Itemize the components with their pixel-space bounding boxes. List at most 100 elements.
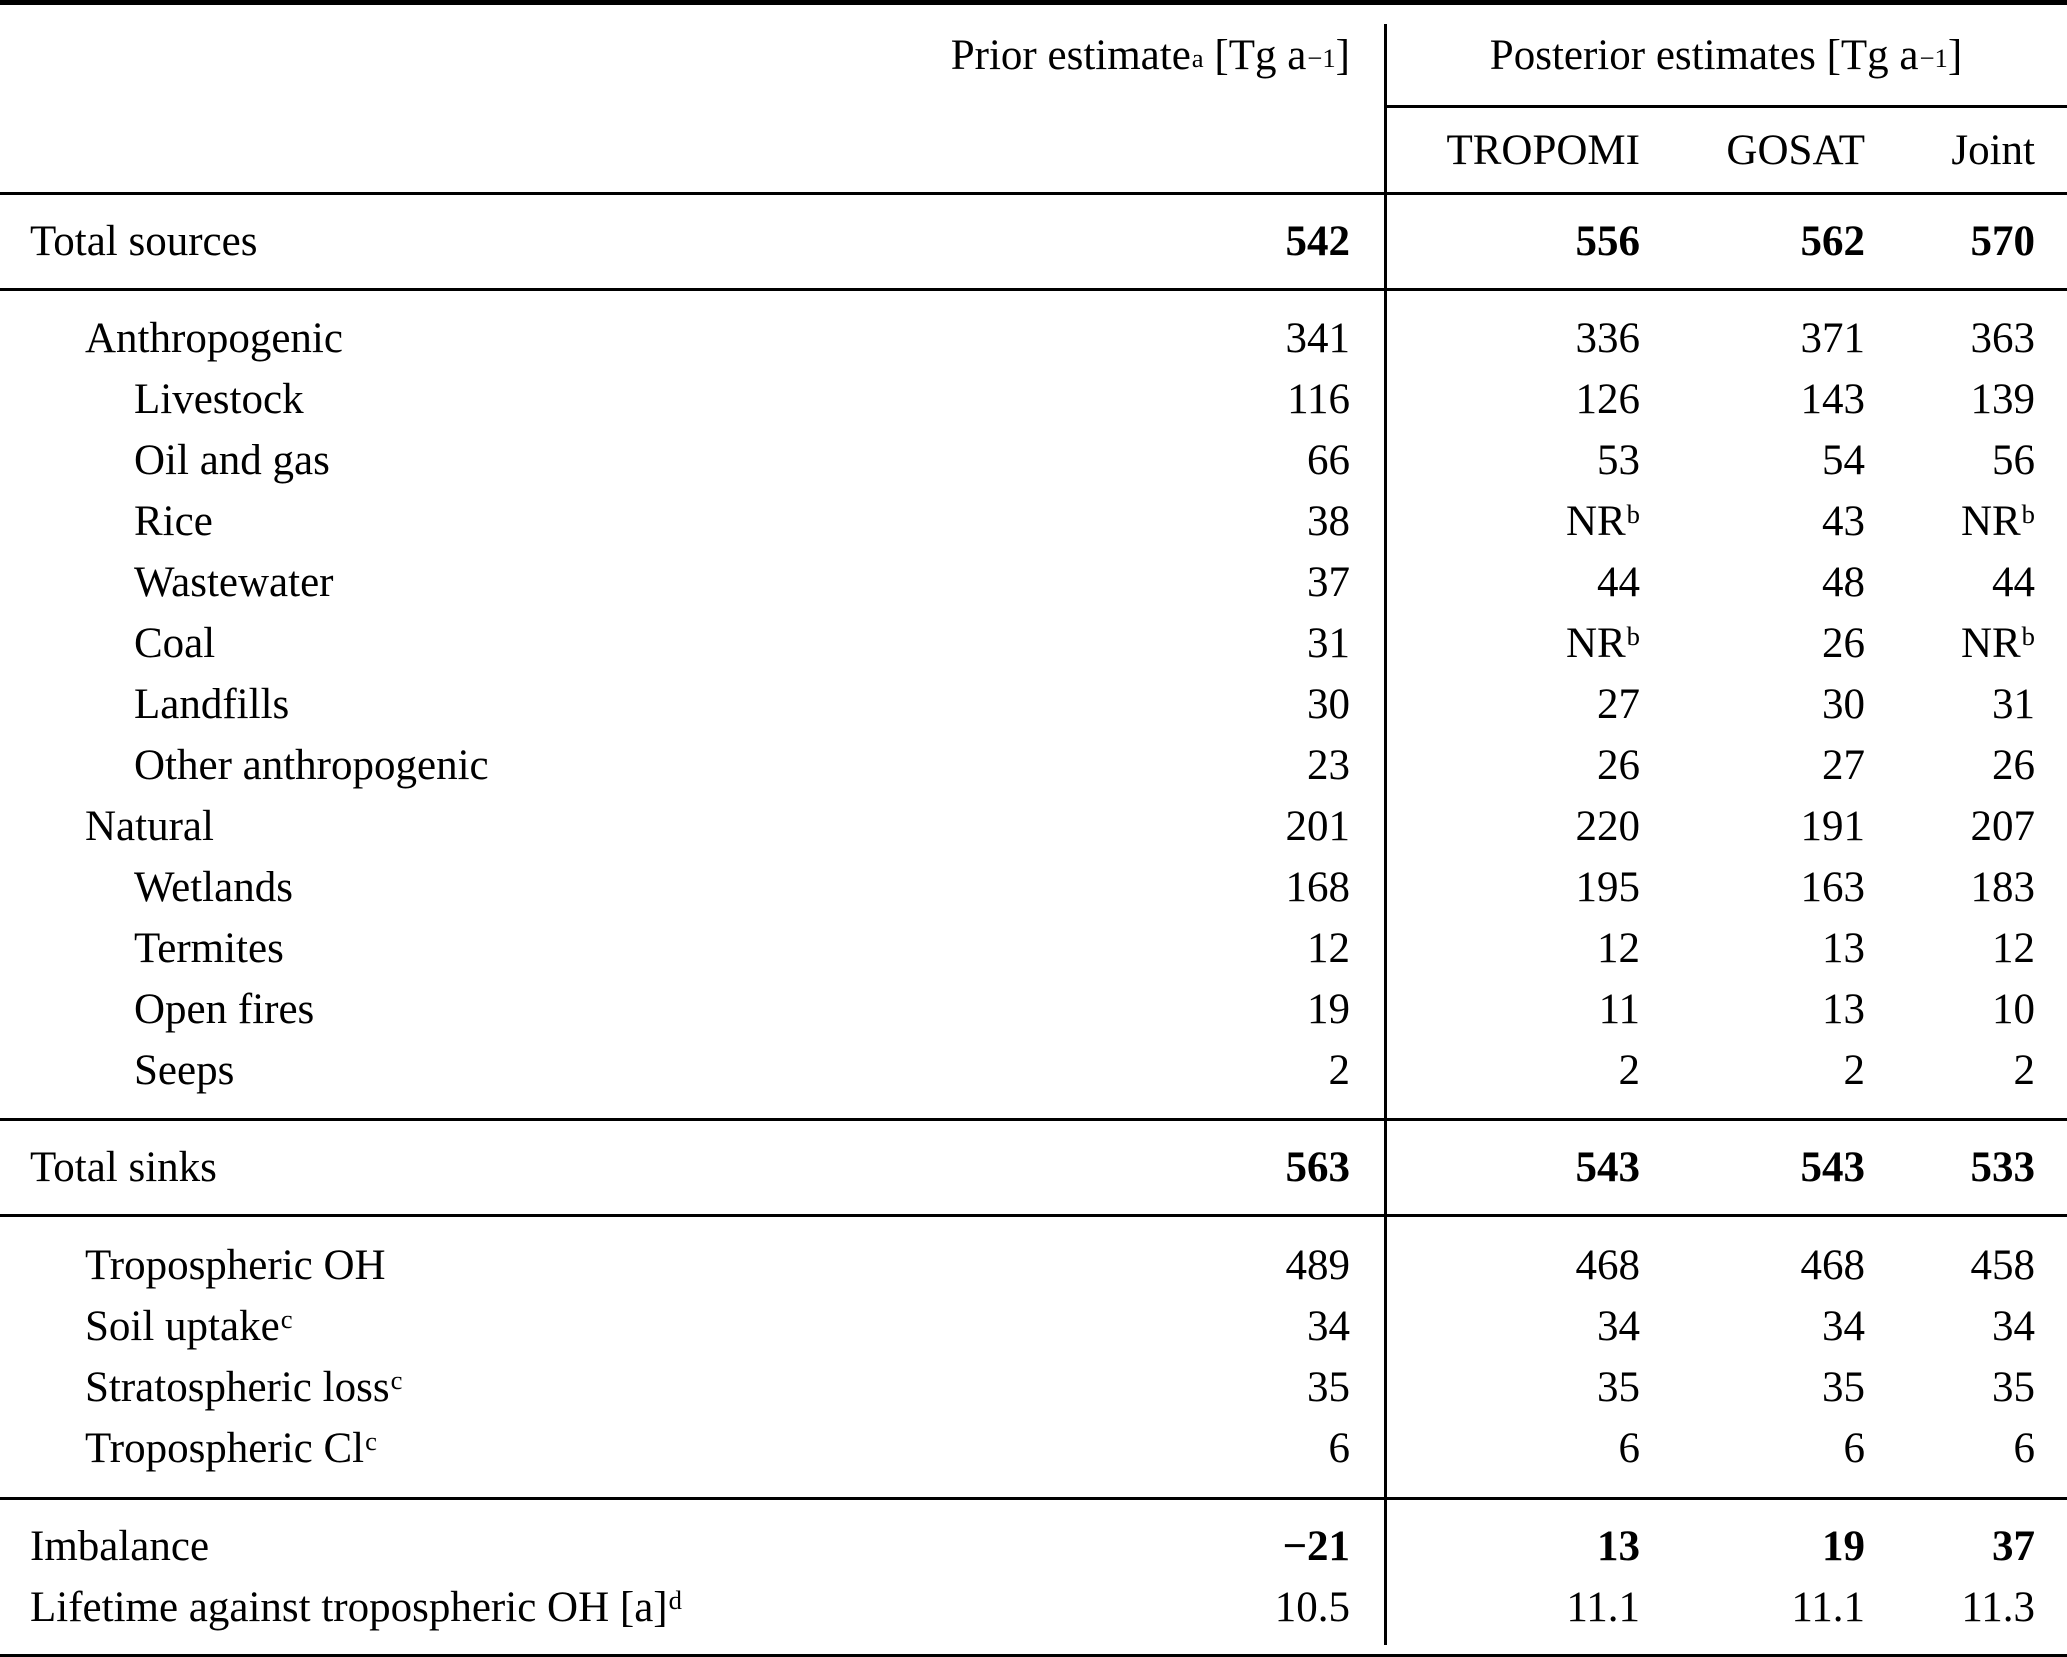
table-row: Open fires 19 11 13 10 xyxy=(0,979,2067,1040)
cell-joint: 12 xyxy=(1992,925,2035,972)
cell-joint: 34 xyxy=(1992,1303,2035,1350)
cell-prior: 2 xyxy=(1328,1047,1351,1094)
cell-gosat: 468 xyxy=(1800,1242,1866,1289)
cell-gosat: 543 xyxy=(1800,1144,1866,1191)
table-row: Lifetime against tropospheric OH [a]d 10… xyxy=(0,1577,2067,1638)
column-header-gosat: GOSAT xyxy=(1726,126,1865,174)
horizontal-rule xyxy=(0,1497,2067,1500)
cell-prior: 31 xyxy=(1307,620,1350,667)
row-label: Open fires xyxy=(134,986,315,1033)
row-label: Total sources xyxy=(30,218,258,265)
column-header-joint: Joint xyxy=(1951,126,2035,174)
cell-gosat: 26 xyxy=(1822,620,1865,667)
cell-gosat: 2 xyxy=(1843,1047,1866,1094)
cell-gosat: 48 xyxy=(1822,559,1865,606)
row-label: Oil and gas xyxy=(134,437,330,484)
row-label: Lifetime against tropospheric OH [a]d xyxy=(30,1584,682,1631)
row-label: Rice xyxy=(134,498,213,545)
table-row: Imbalance −21 13 19 37 xyxy=(0,1516,2067,1577)
cell-gosat: 13 xyxy=(1822,925,1865,972)
table-row: Livestock 116 126 143 139 xyxy=(0,369,2067,430)
cell-gosat: 371 xyxy=(1800,315,1866,362)
cell-tropomi: 2 xyxy=(1618,1047,1641,1094)
table-row: Wastewater 37 44 48 44 xyxy=(0,552,2067,613)
cell-prior: 35 xyxy=(1307,1364,1350,1411)
row-label: Soil uptakec xyxy=(85,1303,293,1350)
cell-gosat: 11.1 xyxy=(1791,1584,1865,1631)
row-label: Wastewater xyxy=(134,559,334,606)
cell-joint: 44 xyxy=(1992,559,2035,606)
cell-tropomi: 11 xyxy=(1598,986,1640,1033)
posterior-subheader-row: TROPOMI GOSAT Joint xyxy=(1385,105,2067,192)
cell-joint: 183 xyxy=(1970,864,2036,911)
column-divider-line xyxy=(1384,24,1387,1645)
cell-gosat: 6 xyxy=(1843,1425,1866,1472)
row-label: Termites xyxy=(134,925,284,972)
cell-gosat: 13 xyxy=(1822,986,1865,1033)
row-label: Livestock xyxy=(134,376,304,423)
posterior-header-block: Posterior estimates [Tg a −1] TROPOMI GOS… xyxy=(1385,5,2067,192)
cell-joint: NRb xyxy=(1960,620,2035,667)
column-header-tropomi: TROPOMI xyxy=(1446,126,1640,174)
cell-prior: −21 xyxy=(1282,1523,1350,1570)
cell-prior: 563 xyxy=(1285,1144,1351,1191)
table-row: Anthropogenic 341 336 371 363 xyxy=(0,308,2067,369)
prior-header-unit-close: ] xyxy=(1335,31,1350,79)
cell-tropomi: 13 xyxy=(1597,1523,1640,1570)
cell-joint: 10 xyxy=(1992,986,2035,1033)
cell-tropomi: 543 xyxy=(1575,1144,1641,1191)
cell-gosat: 34 xyxy=(1822,1303,1865,1350)
cell-prior: 201 xyxy=(1285,803,1351,850)
table-row: Tropospheric Clc 6 6 6 6 xyxy=(0,1418,2067,1479)
cell-tropomi: 35 xyxy=(1597,1364,1640,1411)
cell-joint: 533 xyxy=(1970,1144,2036,1191)
cell-prior: 37 xyxy=(1307,559,1350,606)
row-label: Tropospheric OH xyxy=(85,1242,386,1289)
table-row: Coal 31 NRb 26 NRb xyxy=(0,613,2067,674)
cell-gosat: 163 xyxy=(1800,864,1866,911)
cell-joint: 207 xyxy=(1970,803,2036,850)
cell-tropomi: 26 xyxy=(1597,742,1640,789)
cell-joint: 6 xyxy=(2013,1425,2036,1472)
cell-prior: 19 xyxy=(1307,986,1350,1033)
cell-joint: 11.3 xyxy=(1961,1584,2035,1631)
cell-prior: 489 xyxy=(1285,1242,1351,1289)
cell-gosat: 191 xyxy=(1800,803,1866,850)
row-label: Total sinks xyxy=(30,1144,217,1191)
table-row: Wetlands 168 195 163 183 xyxy=(0,857,2067,918)
cell-tropomi: 6 xyxy=(1618,1425,1641,1472)
cell-joint: 37 xyxy=(1992,1523,2035,1570)
prior-header-unit: [Tg a xyxy=(1203,31,1307,79)
cell-tropomi: 27 xyxy=(1597,681,1640,728)
cell-gosat: 35 xyxy=(1822,1364,1865,1411)
table-row: Seeps 2 2 2 2 xyxy=(0,1040,2067,1101)
row-label: Other anthropogenic xyxy=(134,742,489,789)
cell-gosat: 19 xyxy=(1822,1523,1865,1570)
row-label: Anthropogenic xyxy=(85,315,343,362)
table-row: Other anthropogenic 23 26 27 26 xyxy=(0,735,2067,796)
table-section-footer: Imbalance −21 13 19 37 Lifetime against … xyxy=(0,1500,2067,1654)
horizontal-rule xyxy=(0,1118,2067,1121)
cell-joint: 570 xyxy=(1970,218,2036,265)
cell-joint: 35 xyxy=(1992,1364,2035,1411)
cell-prior: 116 xyxy=(1287,376,1350,423)
cell-prior: 34 xyxy=(1307,1303,1350,1350)
cell-tropomi: 220 xyxy=(1575,803,1641,850)
table-row: Tropospheric OH 489 468 468 458 xyxy=(0,1235,2067,1296)
cell-prior: 30 xyxy=(1307,681,1350,728)
cell-tropomi: 468 xyxy=(1575,1242,1641,1289)
cell-joint: 2 xyxy=(2013,1047,2036,1094)
row-label: Coal xyxy=(134,620,216,667)
table-section-sinks-detail: Tropospheric OH 489 468 468 458 Soil upt… xyxy=(0,1217,2067,1497)
cell-joint: 26 xyxy=(1992,742,2035,789)
cell-tropomi: 34 xyxy=(1597,1303,1640,1350)
cell-joint: 31 xyxy=(1992,681,2035,728)
horizontal-rule xyxy=(0,1654,2067,1657)
table-row: Rice 38 NRb 43 NRb xyxy=(0,491,2067,552)
cell-prior: 23 xyxy=(1307,742,1350,789)
row-label: Seeps xyxy=(134,1047,235,1094)
cell-tropomi: 53 xyxy=(1597,437,1640,484)
table-body: Total sources 542 556 562 570 Anthropoge… xyxy=(0,192,2067,1657)
horizontal-rule xyxy=(0,288,2067,291)
table-row: Soil uptakec 34 34 34 34 xyxy=(0,1296,2067,1357)
